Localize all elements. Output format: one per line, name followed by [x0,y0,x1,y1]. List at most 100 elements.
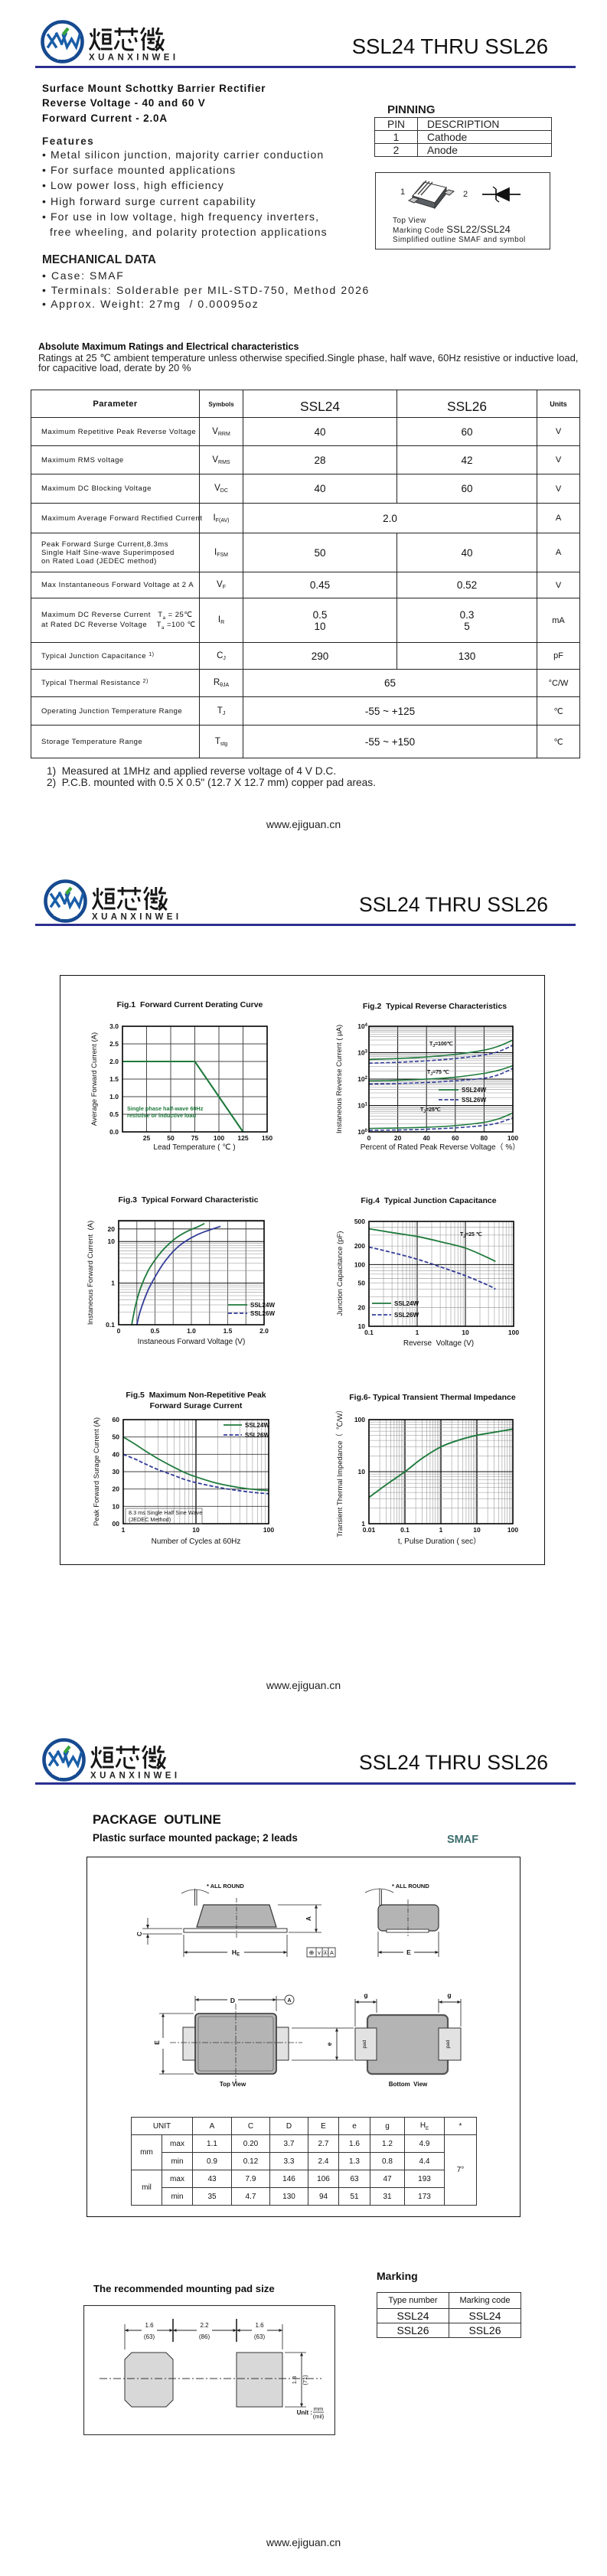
svg-text:40: 40 [423,1134,430,1142]
svg-text:10: 10 [462,1329,469,1336]
svg-text:Transient Thermal Impedance（: Transient Thermal Impedance（ ℃/W） [335,1406,344,1537]
svg-text:(86): (86) [199,2333,210,2340]
svg-text:Single phase half-wave 60Hz: Single phase half-wave 60Hz [127,1105,204,1112]
svg-text:Unit :: Unit : [297,2409,312,2416]
svg-text:SSL24W: SSL24W [462,1087,486,1094]
svg-text:60: 60 [113,1416,120,1423]
svg-text:1.0: 1.0 [109,1093,119,1101]
svg-text:0.1: 0.1 [106,1321,115,1329]
svg-text:E: E [153,2040,161,2045]
svg-text:2.0: 2.0 [109,1058,119,1065]
svg-text:3.0: 3.0 [109,1022,119,1030]
svg-text:t, Pulse Duration ( sec）: t, Pulse Duration ( sec） [398,1537,481,1546]
svg-text:Fig.6- Typical Transient Therm: Fig.6- Typical Transient Thermal Impedan… [349,1393,516,1402]
svg-text:Top View: Top View [220,2081,246,2088]
svg-text:TJ=75 ℃: TJ=75 ℃ [427,1069,449,1077]
svg-text:100: 100 [354,1260,365,1268]
svg-text:1.5: 1.5 [109,1075,119,1083]
svg-text:Instaneous Reverse Current ( µ: Instaneous Reverse Current ( µA) [335,1025,344,1133]
svg-text:2: 2 [463,190,468,199]
svg-text:(JEDEC Method): (JEDEC Method) [129,1516,171,1523]
svg-text:A: A [287,1998,291,2004]
svg-text:Instaneous Forward Voltage (V): Instaneous Forward Voltage (V) [138,1338,246,1346]
svg-text:2.0: 2.0 [259,1327,269,1335]
svg-text:(71): (71) [302,2375,308,2385]
svg-text:101: 101 [357,1102,367,1110]
svg-text:100: 100 [508,1329,519,1336]
svg-text:50: 50 [358,1280,366,1287]
svg-text:1.6: 1.6 [145,2322,154,2329]
svg-text:1.6: 1.6 [255,2322,264,2329]
svg-text:75: 75 [191,1134,199,1142]
svg-text:resistive or inductive load: resistive or inductive load [127,1112,196,1119]
svg-text:1.5: 1.5 [224,1327,233,1335]
svg-text:60: 60 [452,1134,459,1142]
svg-text:SSL26W: SSL26W [462,1097,486,1104]
svg-text:C: C [135,1932,143,1936]
svg-text:HE: HE [232,1948,240,1958]
svg-text:0: 0 [117,1327,121,1335]
svg-text:102: 102 [357,1075,367,1083]
svg-text:1.0: 1.0 [187,1327,196,1335]
svg-text:1: 1 [111,1280,115,1287]
svg-text:1: 1 [416,1329,419,1336]
svg-text:10: 10 [192,1526,200,1534]
svg-text:103: 103 [357,1049,367,1057]
svg-text:(63): (63) [144,2333,155,2340]
svg-text:(mil): (mil) [313,2413,325,2420]
svg-text:500: 500 [354,1218,365,1225]
svg-text:40: 40 [113,1450,120,1458]
svg-text:10: 10 [113,1502,120,1510]
svg-text:XUANXINWEI: XUANXINWEI [90,1772,180,1781]
svg-text:200: 200 [354,1242,365,1250]
svg-text:Instaneous Forward Current (A: Instaneous Forward Current (A) [86,1221,95,1325]
svg-text:100: 100 [263,1526,274,1534]
svg-text:20: 20 [108,1225,116,1233]
svg-text:Fig.4 Typical Junction Capaci: Fig.4 Typical Junction Capacitance [361,1196,496,1205]
svg-text:100: 100 [357,1128,367,1136]
svg-text:8.3 ms Single Half Sine Wave: 8.3 ms Single Half Sine Wave [129,1509,202,1516]
svg-text:Fig.5 Maximum Non-Repetitive: Fig.5 Maximum Non-Repetitive Peak [126,1391,266,1400]
svg-text:0: 0 [367,1134,371,1142]
svg-text:0.01: 0.01 [363,1526,376,1534]
svg-text:10: 10 [358,1322,366,1330]
svg-text:* ALL ROUND: * ALL ROUND [207,1883,244,1890]
svg-text:v: v [318,1951,321,1956]
svg-text:XUANXINWEI: XUANXINWEI [89,54,178,63]
svg-text:TJ=100℃: TJ=100℃ [429,1041,453,1048]
svg-text:Fig.3 Typical Forward Charact: Fig.3 Typical Forward Characteristic [118,1195,258,1205]
svg-text:1: 1 [122,1526,126,1534]
svg-text:SSL26W: SSL26W [250,1310,275,1317]
svg-text:0.5: 0.5 [109,1110,119,1118]
svg-text:Reverse Voltage (V): Reverse Voltage (V) [403,1339,474,1348]
svg-text:125: 125 [237,1134,248,1142]
svg-text:Percent of Rated Peak Reverse: Percent of Rated Peak Reverse Voltage（ %… [361,1143,520,1152]
svg-text:0.1: 0.1 [364,1329,374,1336]
svg-text:100: 100 [507,1526,518,1534]
svg-text:50: 50 [167,1134,175,1142]
svg-text:00: 00 [113,1520,120,1528]
svg-text:Ⓐ: Ⓐ [323,1950,328,1956]
svg-text:2.2: 2.2 [200,2322,209,2329]
svg-text:Fig.1 Forward Current Deratin: Fig.1 Forward Current Derating Curve [117,1000,263,1009]
svg-text:20: 20 [113,1485,120,1493]
svg-text:TJ=25 ℃: TJ=25 ℃ [460,1231,482,1239]
svg-text:g: g [364,1991,367,1999]
svg-text:104: 104 [357,1022,367,1030]
svg-text:(63): (63) [254,2333,266,2340]
svg-text:80: 80 [481,1134,488,1142]
svg-text:* ALL ROUND: * ALL ROUND [392,1883,429,1890]
svg-text:SSL24W: SSL24W [394,1300,419,1307]
svg-text:TJ=25℃: TJ=25℃ [420,1107,441,1114]
svg-text:Forward Surage Current: Forward Surage Current [150,1401,243,1410]
svg-text:100: 100 [354,1416,365,1423]
svg-text:SSL24W: SSL24W [245,1422,269,1429]
svg-text:XUANXINWEI: XUANXINWEI [92,913,181,922]
svg-text:E: E [406,1948,411,1956]
svg-text:Average Forward Current (A): Average Forward Current (A) [90,1032,99,1126]
svg-text:100: 100 [507,1134,518,1142]
svg-text:D: D [230,1997,235,2004]
svg-text:0.1: 0.1 [400,1526,410,1534]
svg-text:10: 10 [108,1237,116,1245]
svg-text:20: 20 [394,1134,402,1142]
